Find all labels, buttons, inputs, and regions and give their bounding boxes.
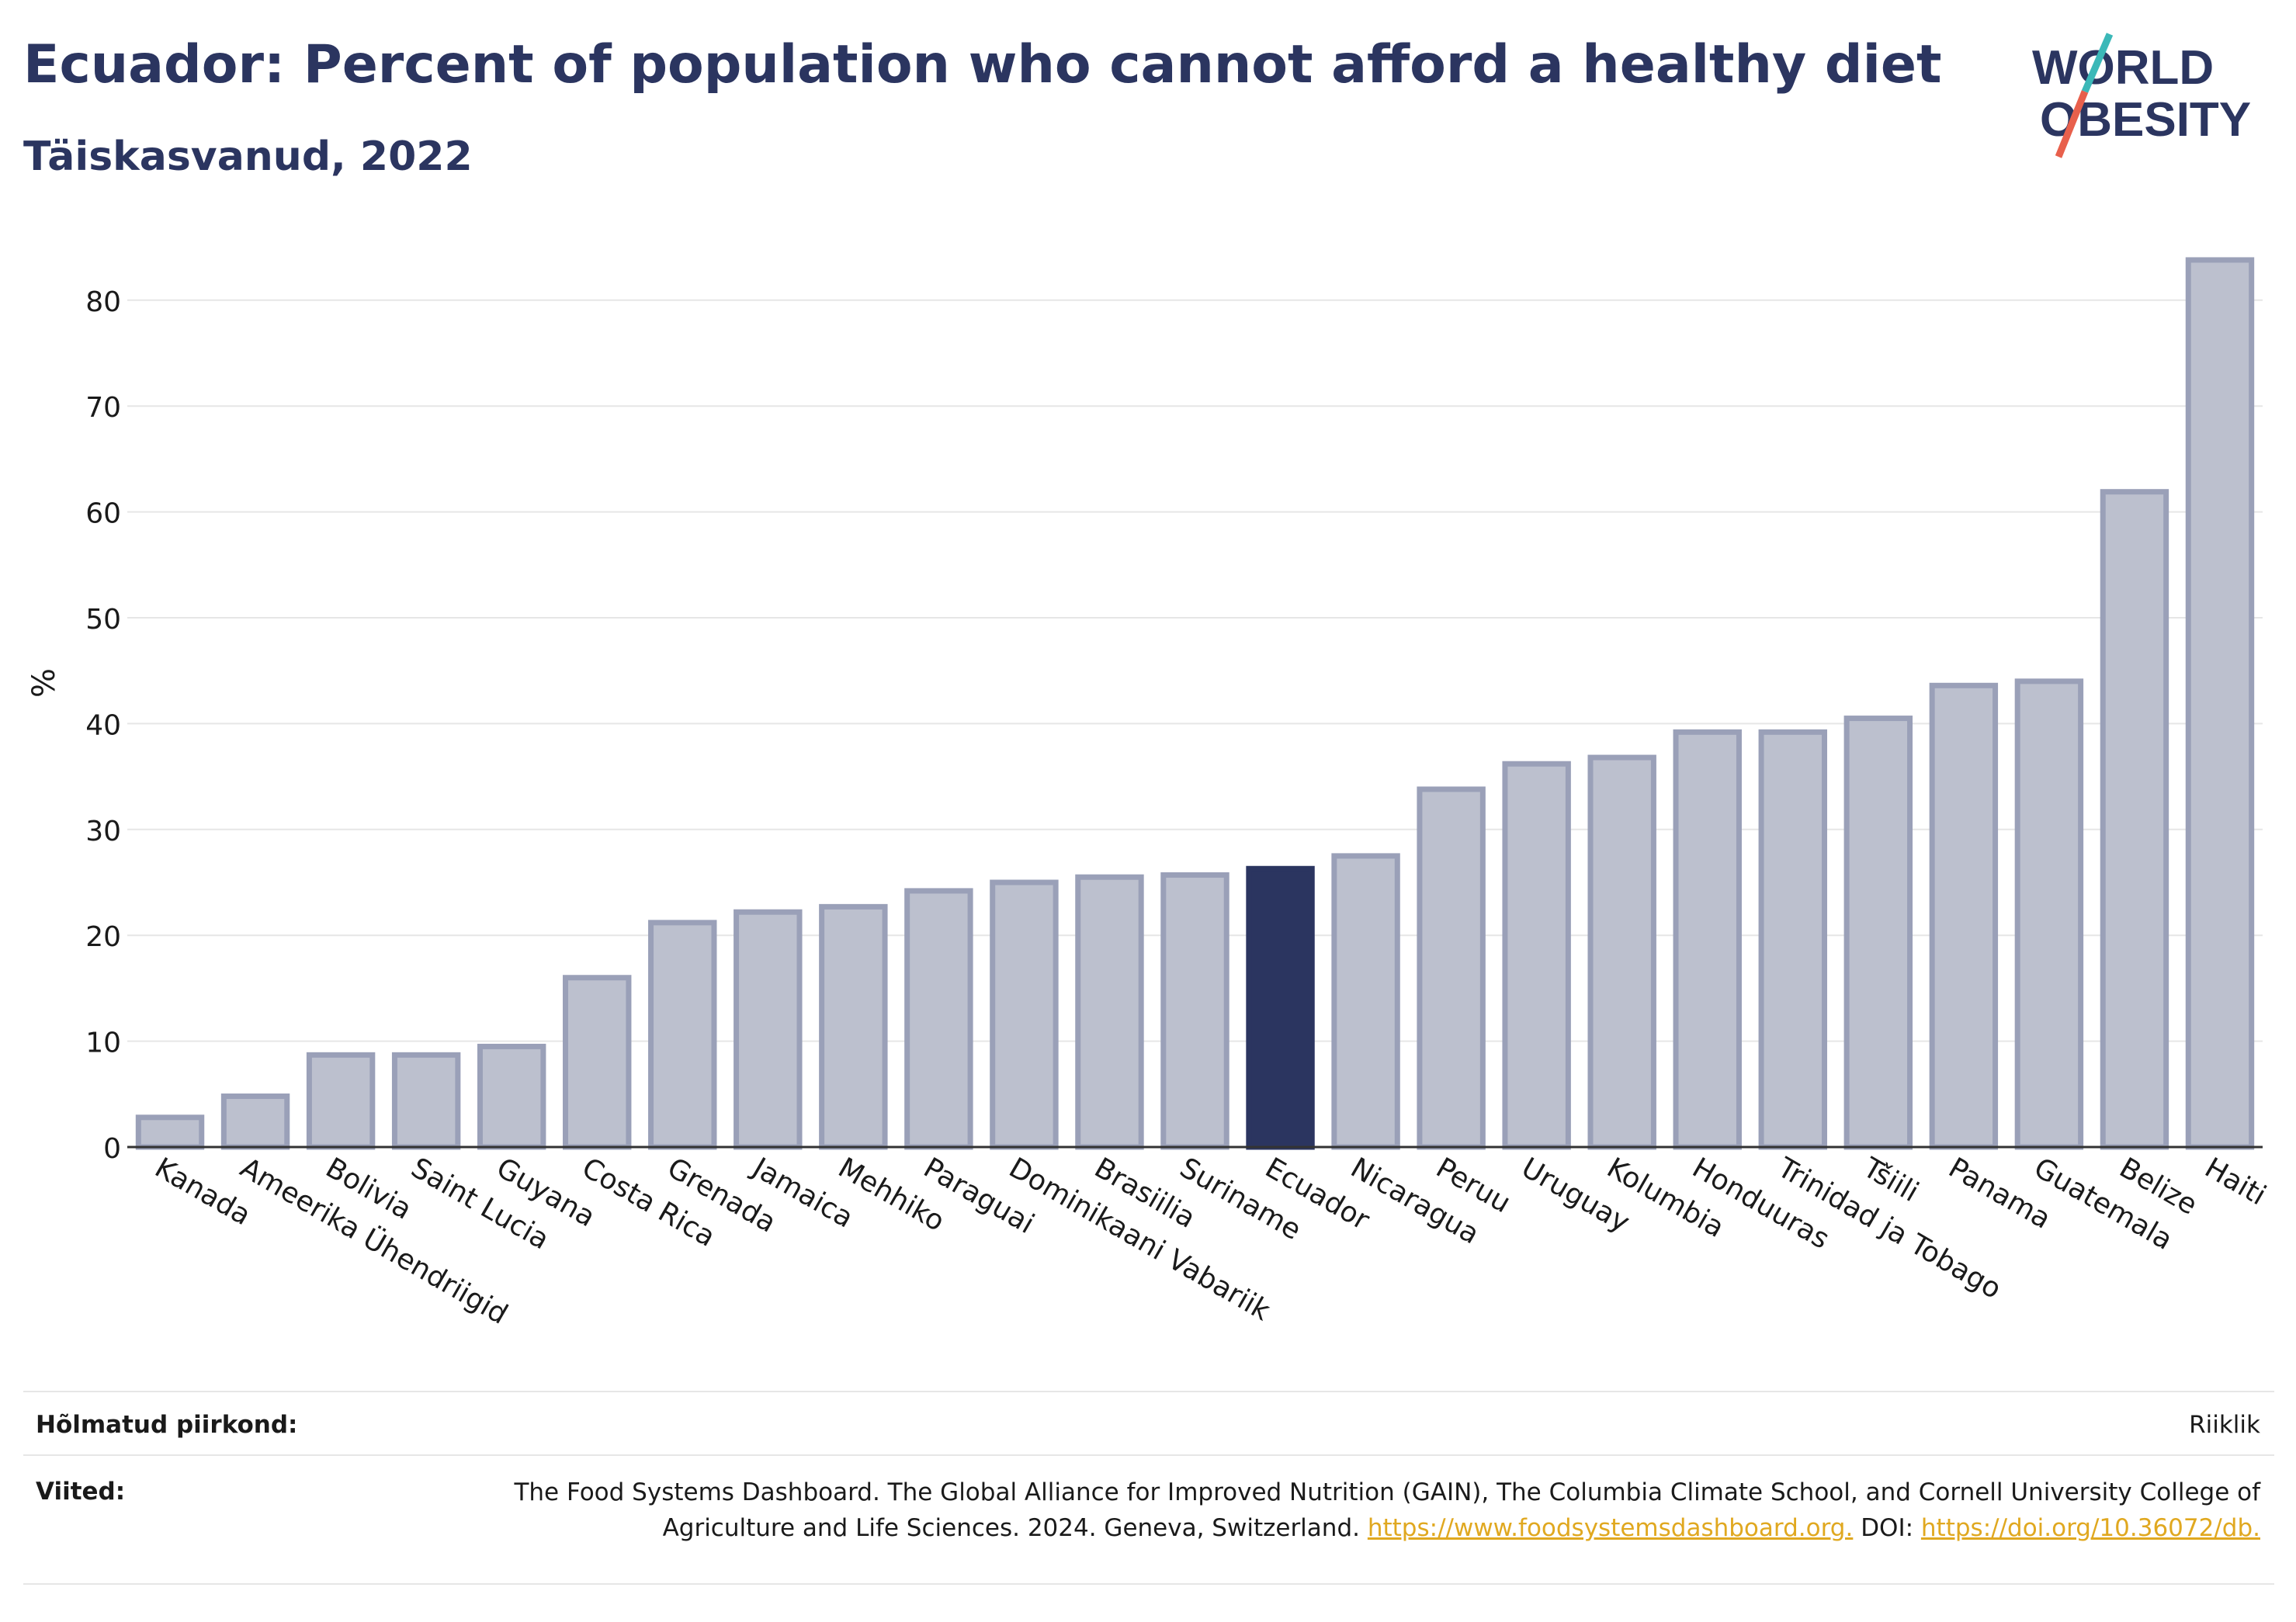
dashboard-link[interactable]: https://www.foodsystemsdashboard.org. [1367,1514,1854,1542]
x-tick-label: Kanada [150,1152,256,1232]
bar-mehhiko[interactable] [819,903,888,1150]
world-obesity-logo: WORLD OBESITY [2032,33,2251,158]
region-label: Hõlmatud piirkond: [36,1411,298,1439]
y-tick-label: 0 [103,1133,121,1165]
y-tick-label: 80 [85,286,121,318]
footer-divider-mid [23,1454,2274,1456]
bar-suriname[interactable] [1160,872,1230,1150]
doi-link[interactable]: https://doi.org/10.36072/db. [1920,1514,2260,1542]
x-tick-label: Haiti [2199,1152,2271,1211]
bar-kanada[interactable] [135,1114,205,1150]
references-text: The Food Systems Dashboard. The Global A… [475,1475,2260,1546]
y-tick-label: 40 [85,709,121,741]
footer-divider-bottom [23,1583,2274,1585]
footer-divider-top [23,1391,2274,1392]
bar-costa-rica[interactable] [563,975,632,1150]
bar-nicaragua[interactable] [1331,853,1400,1150]
bar-saint-lucia[interactable] [391,1052,461,1150]
bar-panama[interactable] [1929,682,1999,1150]
bar-paraguai[interactable] [904,888,973,1150]
bar-dominikaani-vabariik[interactable] [990,879,1059,1150]
bar-peruu[interactable] [1417,786,1486,1150]
y-tick-label: 20 [85,921,121,953]
bar-guyana[interactable] [477,1043,546,1150]
references-body: The Food Systems Dashboard. The Global A… [514,1478,2260,1542]
y-tick-label: 50 [85,604,121,636]
y-axis-ticks: 0 10 20 30 40 50 60 70 80 [85,286,121,1165]
bar-ameerika-hendriigid[interactable] [220,1093,290,1150]
logo-line1: WORLD [2032,41,2214,95]
bar-belize[interactable] [2100,489,2169,1150]
bar-t-iili[interactable] [1843,716,1913,1150]
bar-ecuador[interactable] [1246,865,1315,1150]
y-tick-label: 60 [85,498,121,530]
y-axis-label: % [26,668,62,698]
y-tick-label: 30 [85,816,121,847]
bar-grenada[interactable] [648,920,717,1150]
references-label: Viited: [36,1478,126,1506]
chart-title: Ecuador: Percent of population who canno… [23,34,1942,95]
y-tick-label: 70 [85,392,121,424]
bars [135,257,2255,1150]
bar-brasiilia[interactable] [1075,874,1144,1150]
bar-bolivia[interactable] [306,1052,376,1150]
bar-uruguay[interactable] [1502,761,1571,1150]
chart-subtitle: Täiskasvanud, 2022 [23,133,473,180]
bar-haiti[interactable] [2185,257,2255,1150]
bar-trinidad-ja-tobago[interactable] [1758,729,1827,1150]
bar-jamaica[interactable] [734,909,803,1150]
logo-red-slash [2055,90,2089,158]
bar-honduuras[interactable] [1673,729,1742,1150]
logo-teal-slash [2081,33,2114,93]
bar-kolumbia[interactable] [1587,754,1656,1150]
doi-label: DOI: [1861,1514,1914,1542]
y-tick-label: 10 [85,1028,121,1059]
region-value: Riiklik [2189,1411,2260,1439]
bar-guatemala[interactable] [2014,678,2084,1150]
